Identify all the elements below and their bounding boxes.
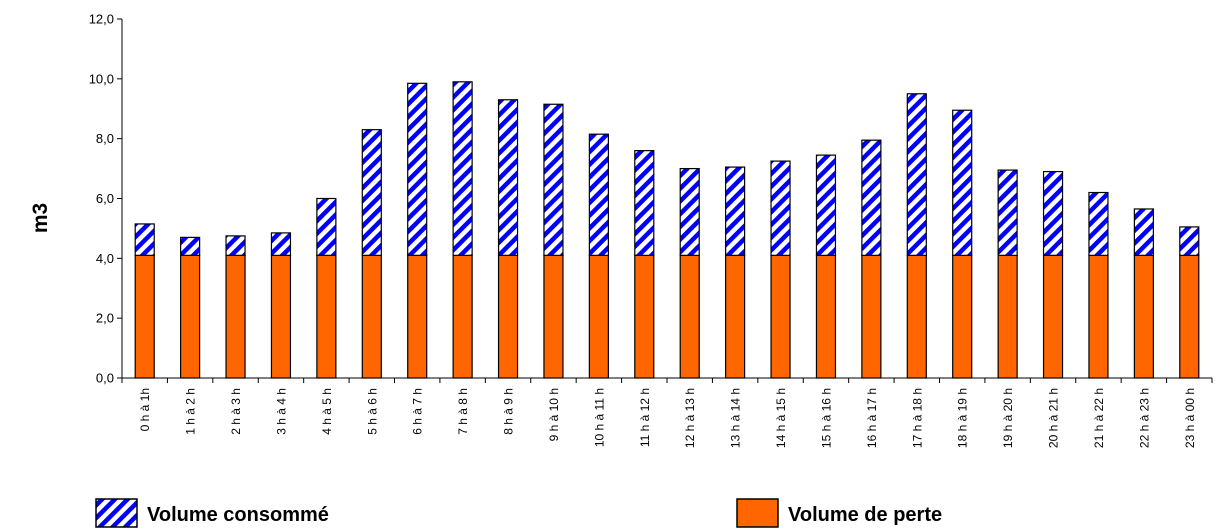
y-tick-label: 6,0 xyxy=(96,191,114,206)
bar-volume-consomme xyxy=(861,139,882,256)
category-label: 19 h à 20 h xyxy=(1001,388,1015,448)
bar-volume-consomme xyxy=(634,150,655,256)
bar-volume-de-perte xyxy=(1133,254,1154,379)
bar-volume-consomme xyxy=(270,232,292,256)
y-tick-label: 10,0 xyxy=(89,71,114,86)
category-label: 11 h à 12 h xyxy=(638,388,652,447)
bar-volume-consomme xyxy=(725,166,746,256)
bar-volume-consomme xyxy=(588,133,609,256)
category-label: 5 h à 6 h xyxy=(365,388,379,435)
category-label: 23 h à 00 h xyxy=(1183,388,1197,448)
category-label: 16 h à 17 h xyxy=(865,388,879,448)
bar-volume-de-perte xyxy=(497,254,519,379)
bar-volume-consomme xyxy=(815,154,837,256)
legend-swatch xyxy=(736,498,779,528)
bar-volume-de-perte xyxy=(634,254,655,379)
bar-volume-consomme xyxy=(225,235,246,256)
bar-volume-de-perte xyxy=(316,254,337,379)
category-label: 3 h à 4 h xyxy=(274,388,288,435)
legend-item-volume-de-perte: Volume de perte xyxy=(736,498,942,528)
category-label: 1 h à 2 h xyxy=(184,388,198,435)
bar-volume-consomme xyxy=(407,82,428,256)
bar-volume-de-perte xyxy=(361,254,382,379)
y-tick-label: 8,0 xyxy=(96,131,114,146)
category-label: 2 h à 3 h xyxy=(229,388,243,435)
bar-volume-de-perte xyxy=(861,254,882,379)
bar-volume-de-perte xyxy=(134,254,155,379)
category-label: 9 h à 10 h xyxy=(547,388,561,441)
bar-volume-de-perte xyxy=(997,254,1018,379)
category-label: 14 h à 15 h xyxy=(774,388,788,448)
bar-volume-consomme xyxy=(543,103,564,256)
category-label: 13 h à 14 h xyxy=(729,388,743,448)
category-label: 0 h à 1h xyxy=(138,388,152,431)
bar-volume-consomme xyxy=(134,223,155,256)
bar-volume-de-perte xyxy=(1179,254,1200,379)
bar-volume-de-perte xyxy=(1042,254,1064,379)
category-label: 12 h à 13 h xyxy=(683,388,697,448)
bar-volume-consomme xyxy=(906,93,927,256)
axes: 0,0 2,0 4,0 6,0 8,0 10,0 12,0 0 h à 1h 1 h à 2 h… xyxy=(89,12,1213,448)
bar-volume-de-perte xyxy=(770,254,791,379)
bar-volume-de-perte xyxy=(1088,254,1109,379)
legend-item-volume-consomme: Volume consommé xyxy=(95,498,329,528)
bar-volume-consomme xyxy=(452,81,473,256)
category-label: 21 h à 22 h xyxy=(1092,388,1106,448)
bar-volume-de-perte xyxy=(952,254,973,379)
y-tick-label: 4,0 xyxy=(96,251,114,266)
legend: Volume consommé Volume de perte xyxy=(95,498,942,528)
bar-volume-de-perte xyxy=(543,254,564,379)
bar-volume-de-perte xyxy=(725,254,746,379)
bar-volume-consomme xyxy=(997,169,1018,256)
bar-volume-de-perte xyxy=(452,254,473,379)
category-label: 8 h à 9 h xyxy=(502,388,516,435)
category-label: 20 h à 21 h xyxy=(1047,388,1061,448)
category-label: 4 h à 5 h xyxy=(320,388,334,435)
bar-volume-de-perte xyxy=(270,254,292,379)
bar-volume-de-perte xyxy=(906,254,927,379)
y-axis-label: m3 xyxy=(29,203,52,233)
bar-volume-consomme xyxy=(770,160,791,256)
bar-volume-consomme xyxy=(180,236,201,256)
bar-volume-consomme xyxy=(361,129,382,256)
bar-volume-consomme xyxy=(1179,226,1200,256)
legend-swatch xyxy=(95,498,138,528)
category-label: 7 h à 8 h xyxy=(456,388,470,435)
legend-label: Volume consommé xyxy=(147,504,329,526)
bars xyxy=(134,81,1200,379)
bar-volume-de-perte xyxy=(588,254,609,379)
bar-volume-consomme xyxy=(952,109,973,256)
bar-volume-consomme xyxy=(1088,191,1109,256)
bar-volume-de-perte xyxy=(679,254,700,379)
bar-volume-consomme xyxy=(1133,208,1154,256)
bar-volume-consomme xyxy=(497,99,519,256)
category-label: 22 h à 23 h xyxy=(1137,388,1151,448)
bar-volume-de-perte xyxy=(407,254,428,379)
bar-volume-de-perte xyxy=(180,254,201,379)
bar-volume-consomme xyxy=(679,167,700,256)
category-label: 15 h à 16 h xyxy=(819,388,833,448)
y-tick-label: 0,0 xyxy=(96,371,114,386)
category-label: 10 h à 11 h xyxy=(592,388,606,447)
category-label: 6 h à 7 h xyxy=(411,388,425,435)
y-tick-label: 2,0 xyxy=(96,311,114,326)
bar-volume-de-perte xyxy=(815,254,837,379)
category-label: 18 h à 19 h xyxy=(956,388,970,448)
y-tick-label: 12,0 xyxy=(89,12,114,27)
bar-volume-consomme xyxy=(1042,170,1064,256)
category-label: 17 h à 18 h xyxy=(910,388,924,448)
legend-label: Volume de perte xyxy=(788,504,942,526)
bar-volume-consomme xyxy=(316,197,337,256)
bar-volume-de-perte xyxy=(225,254,246,379)
